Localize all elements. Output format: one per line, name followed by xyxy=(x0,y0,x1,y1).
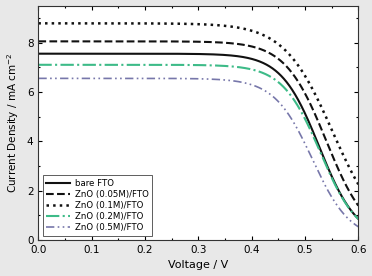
Line: bare FTO: bare FTO xyxy=(38,54,372,234)
bare FTO xyxy=(36,52,41,55)
ZnO (0.2M)/FTO xyxy=(205,63,209,67)
bare FTO xyxy=(205,52,209,56)
ZnO (0.2M)/FTO xyxy=(195,63,200,67)
Line: ZnO (0.1M)/FTO: ZnO (0.1M)/FTO xyxy=(38,23,372,217)
ZnO (0.2M)/FTO xyxy=(309,130,314,133)
ZnO (0.1M)/FTO xyxy=(309,85,314,88)
ZnO (0.5M)/FTO xyxy=(54,77,58,80)
ZnO (0.5M)/FTO xyxy=(195,77,200,80)
Line: ZnO (0.2M)/FTO: ZnO (0.2M)/FTO xyxy=(38,65,372,234)
X-axis label: Voltage / V: Voltage / V xyxy=(168,261,228,270)
ZnO (0.05M)/FTO xyxy=(36,40,41,43)
ZnO (0.05M)/FTO xyxy=(195,40,200,43)
ZnO (0.5M)/FTO xyxy=(205,77,209,81)
ZnO (0.2M)/FTO xyxy=(36,63,41,67)
ZnO (0.1M)/FTO xyxy=(54,22,58,25)
ZnO (0.5M)/FTO xyxy=(309,155,314,158)
ZnO (0.1M)/FTO xyxy=(195,22,200,26)
bare FTO xyxy=(54,52,58,55)
ZnO (0.05M)/FTO xyxy=(309,104,314,107)
ZnO (0.1M)/FTO xyxy=(205,23,209,26)
Y-axis label: Current Density / mA cm$^{-2}$: Current Density / mA cm$^{-2}$ xyxy=(6,52,21,193)
Line: ZnO (0.5M)/FTO: ZnO (0.5M)/FTO xyxy=(38,78,372,237)
ZnO (0.05M)/FTO xyxy=(205,40,209,44)
ZnO (0.1M)/FTO xyxy=(36,22,41,25)
bare FTO xyxy=(309,126,314,129)
Legend: bare FTO, ZnO (0.05M)/FTO, ZnO (0.1M)/FTO, ZnO (0.2M)/FTO, ZnO (0.5M)/FTO: bare FTO, ZnO (0.05M)/FTO, ZnO (0.1M)/FT… xyxy=(43,175,152,236)
bare FTO xyxy=(195,52,200,56)
ZnO (0.2M)/FTO xyxy=(54,63,58,67)
Line: ZnO (0.05M)/FTO: ZnO (0.05M)/FTO xyxy=(38,41,372,229)
ZnO (0.5M)/FTO xyxy=(36,77,41,80)
ZnO (0.05M)/FTO xyxy=(54,40,58,43)
